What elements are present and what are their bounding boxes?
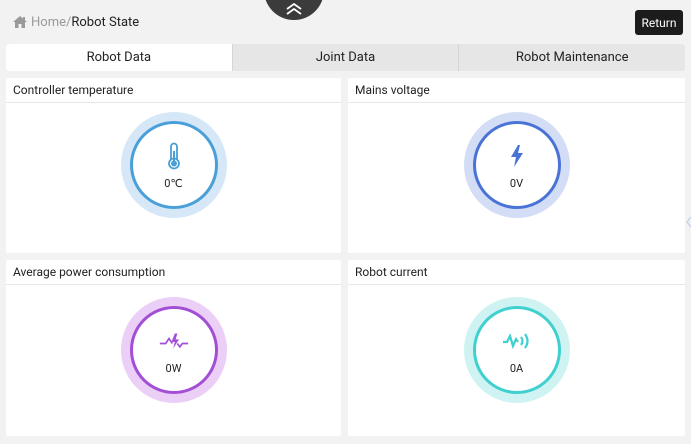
power-value: 0W (165, 361, 182, 375)
tab-robot-maintenance[interactable]: Robot Maintenance (515, 50, 629, 65)
temperature-value: 0℃ (164, 176, 183, 190)
current-gauge: 0A (463, 297, 570, 403)
collapse-panel-button[interactable] (264, 0, 324, 20)
controller-temperature-card: Controller temperature 0℃ (6, 78, 341, 253)
card-title: Mains voltage (348, 78, 685, 103)
average-power-card: Average power consumption 0W (6, 260, 341, 436)
current-wave-icon (502, 326, 532, 356)
thermometer-icon (159, 141, 189, 171)
double-chevron-up-icon (286, 3, 302, 15)
side-scroll-handle[interactable] (686, 214, 691, 228)
power-gauge: 0W (120, 297, 227, 403)
header: Home / Robot State Return (0, 0, 691, 42)
tab-joint-data[interactable]: Joint Data (233, 44, 460, 71)
breadcrumb-home[interactable]: Home (31, 14, 66, 30)
return-button[interactable]: Return (635, 10, 683, 35)
home-icon[interactable] (12, 15, 28, 29)
tab-robot-data[interactable]: Robot Data (6, 44, 233, 71)
breadcrumb: Home / Robot State (12, 12, 139, 32)
card-title: Average power consumption (6, 260, 341, 285)
tab-bar: Robot Data Joint Data Robot Maintenance (6, 44, 685, 71)
temperature-gauge: 0℃ (120, 112, 227, 218)
breadcrumb-separator: / (65, 14, 72, 30)
mains-voltage-card: Mains voltage 0V (348, 78, 685, 253)
robot-current-card: Robot current 0A (348, 260, 685, 436)
voltage-gauge: 0V (463, 112, 570, 218)
card-title: Robot current (348, 260, 685, 285)
breadcrumb-current: Robot State (71, 14, 140, 30)
power-pulse-icon (159, 326, 189, 356)
card-title: Controller temperature (6, 78, 341, 103)
lightning-icon (502, 141, 532, 171)
current-value: 0A (509, 361, 524, 375)
voltage-value: 0V (509, 176, 524, 190)
